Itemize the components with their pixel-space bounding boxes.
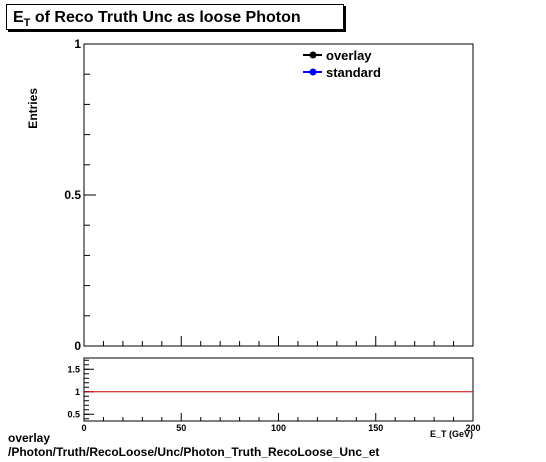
ratio-y-tick-label: 0.5 — [67, 409, 80, 419]
title-subscript: T — [23, 17, 31, 30]
ratio-y-tick-label: 1 — [75, 387, 80, 397]
chart-title: ET of Reco Truth Unc as loose Photon — [6, 4, 344, 30]
main-plot-frame — [83, 43, 474, 347]
ratio-x-tick-label: 100 — [271, 423, 286, 433]
main-y-tick-label: 1 — [74, 37, 81, 51]
legend-label-overlay: overlay — [326, 48, 372, 63]
legend-marker-overlay — [309, 51, 317, 59]
main-y-axis-label: Entries — [26, 88, 40, 129]
ratio-x-tick-label: 0 — [81, 423, 86, 433]
ratio-x-tick-label: 200 — [465, 423, 480, 433]
ratio-x-tick-label: 50 — [176, 423, 186, 433]
ratio-x-tick-label: 150 — [368, 423, 383, 433]
footer-path: /Photon/Truth/RecoLoose/Unc/Photon_Truth… — [8, 445, 380, 459]
ratio-plot-frame — [83, 357, 474, 422]
title-rest: of Reco Truth Unc as loose Photon — [30, 9, 301, 26]
legend-marker-standard — [309, 68, 317, 76]
main-y-tick-label: 0.5 — [64, 188, 81, 202]
title-prefix: E — [13, 9, 24, 26]
ratio-x-axis-label: E_T (GeV) — [430, 429, 473, 439]
main-y-tick-label: 0 — [74, 339, 81, 353]
legend-label-standard: standard — [326, 65, 381, 80]
footer-dataset: overlay — [8, 431, 51, 445]
ratio-y-tick-label: 1.5 — [67, 364, 80, 374]
